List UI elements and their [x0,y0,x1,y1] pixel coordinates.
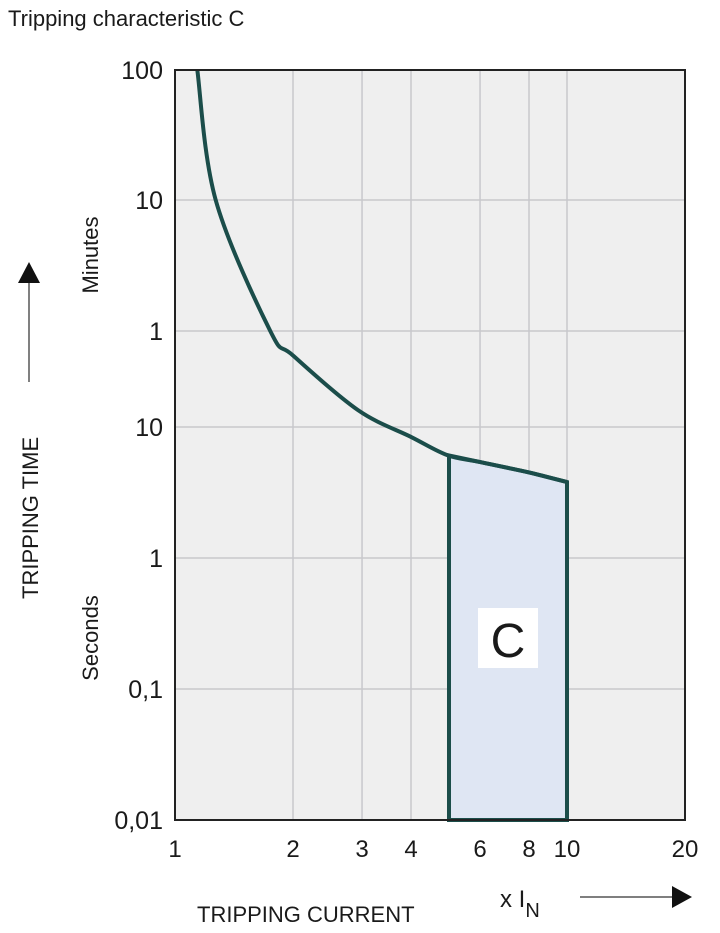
y-tick-label: 0,01 [114,807,163,835]
y-tick-label: 10 [135,414,163,442]
grid [175,70,685,820]
tripping-curve [195,69,568,484]
x-tick-labels: 1 2 3 4 6 8 10 20 [168,836,698,863]
x-tick-label: 20 [672,836,699,863]
x-tick-label: 10 [554,836,581,863]
x-axis-arrow-head [672,886,692,908]
region-label: C [491,615,526,668]
y-section-minutes: Minutes [78,216,103,293]
y-tick-labels: 100 10 1 10 1 0,1 0,01 [114,57,163,835]
x-tick-label: 8 [522,836,535,863]
y-section-seconds: Seconds [78,595,103,681]
region-label-box [478,608,538,668]
x-axis-unit: x IN [500,886,540,922]
y-tick-label: 10 [135,187,163,215]
y-tick-label: 1 [149,318,163,346]
y-tick-label: 1 [149,545,163,573]
y-tick-label: 100 [121,57,163,85]
x-axis-unit-subscript: N [525,900,539,922]
y-tick-label: 0,1 [128,676,163,704]
x-tick-label: 2 [286,836,299,863]
x-tick-label: 3 [355,836,368,863]
x-axis-label: TRIPPING CURRENT [197,902,415,927]
x-tick-label: 1 [168,836,181,863]
x-tick-label: 6 [473,836,486,863]
chart-title: Tripping characteristic C [8,6,244,31]
plot-border [174,69,686,821]
y-axis-arrow-head [18,262,40,283]
y-axis-label: TRIPPING TIME [18,437,43,599]
x-tick-label: 4 [404,836,417,863]
